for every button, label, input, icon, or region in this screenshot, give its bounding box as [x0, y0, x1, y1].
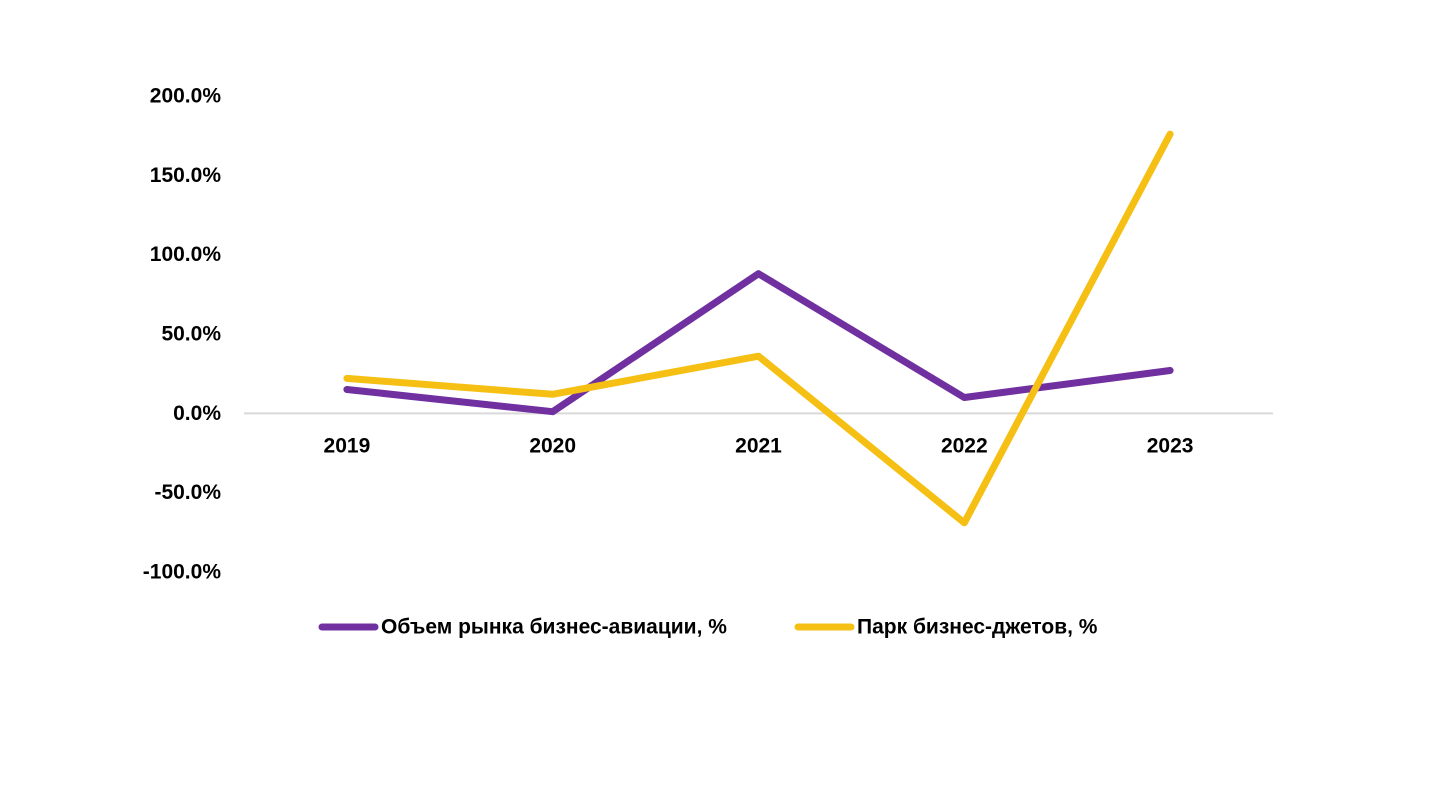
legend-label-2: Парк бизнес-джетов, %	[857, 616, 1098, 639]
y-tick-label: -100.0%	[143, 561, 222, 584]
y-tick-label: -50.0%	[154, 481, 221, 504]
series-line-2	[343, 130, 1174, 527]
x-tick-label: 2020	[529, 435, 576, 458]
x-tick-label: 2023	[1147, 435, 1194, 458]
series-layer	[343, 130, 1174, 527]
y-tick-label: 200.0%	[150, 85, 222, 108]
y-tick-label: 50.0%	[161, 323, 221, 346]
x-tick-label: 2021	[735, 435, 782, 458]
y-tick-label: 100.0%	[150, 243, 222, 266]
x-tick-label: 2019	[324, 435, 371, 458]
x-axis: 2019 2020 2021 2022 2023	[244, 412, 1273, 458]
y-tick-label: 150.0%	[150, 164, 222, 187]
legend: Объем рынка бизнес-авиации, % Парк бизнес…	[318, 616, 1098, 639]
y-tick-label: 0.0%	[173, 402, 221, 425]
y-axis: 200.0% 150.0% 100.0% 50.0% 0.0% -50.0% -100.0%	[143, 85, 222, 584]
legend-label-1: Объем рынка бизнес-авиации, %	[381, 616, 727, 639]
x-tick-label: 2022	[941, 435, 988, 458]
